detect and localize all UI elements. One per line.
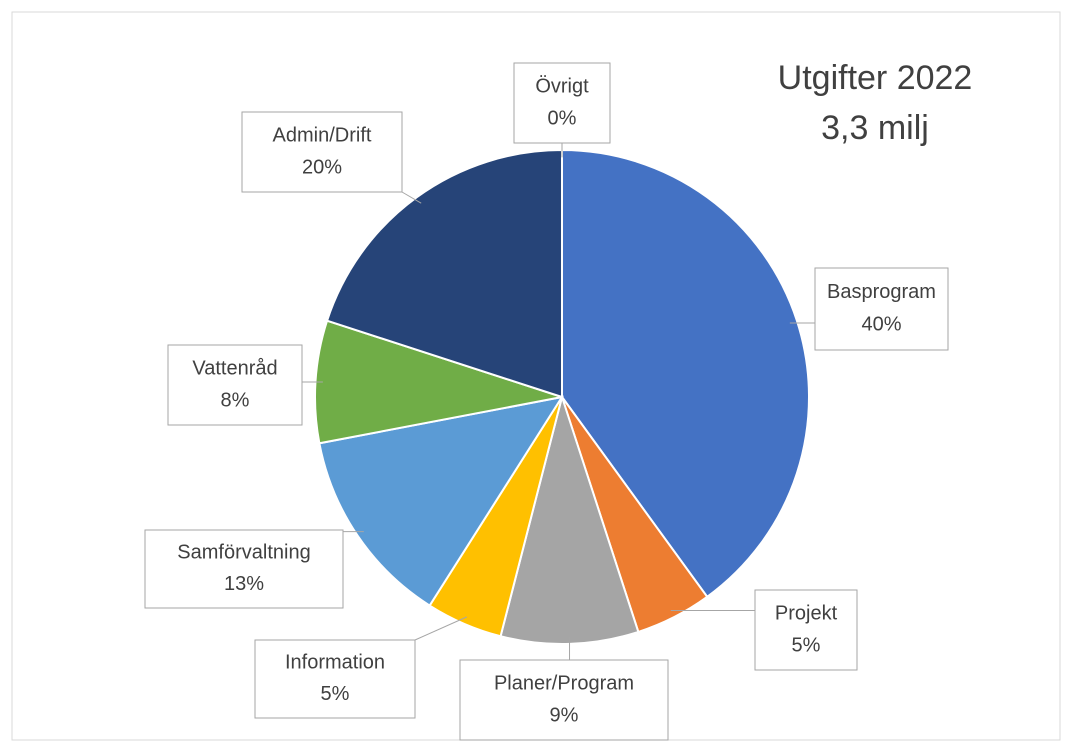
label-category: Vattenråd [192,357,277,379]
label-category: Basprogram [827,281,936,303]
label-box [144,529,344,609]
label-category: Projekt [775,602,838,624]
label-category: Samförvaltning [177,542,310,564]
label-box [254,639,416,719]
label-value: 8% [221,389,250,411]
label-box [754,589,858,671]
label-category: Övrigt [535,75,589,97]
leader-line [401,191,422,204]
leader-line [414,616,468,641]
label-value: 20% [302,156,342,178]
label-value: 9% [550,704,579,726]
label-category: Planer/Program [494,672,634,694]
chart-subtitle: 3,3 milj [821,109,929,147]
label-box [459,659,669,741]
label-category: Admin/Drift [273,124,372,146]
label-value: 0% [548,107,577,129]
label-box [241,111,403,193]
label-box [513,62,611,144]
label-value: 5% [321,683,350,705]
label-box [814,267,949,351]
label-box [167,344,303,426]
pie-slice [325,148,563,399]
label-value: 13% [224,573,264,595]
chart-title: Utgifter 2022 [778,59,973,97]
label-value: 40% [861,314,901,336]
pie-slice [318,395,565,607]
label-value: 5% [792,634,821,656]
label-category: Information [285,652,385,674]
pie-slice [561,148,810,599]
